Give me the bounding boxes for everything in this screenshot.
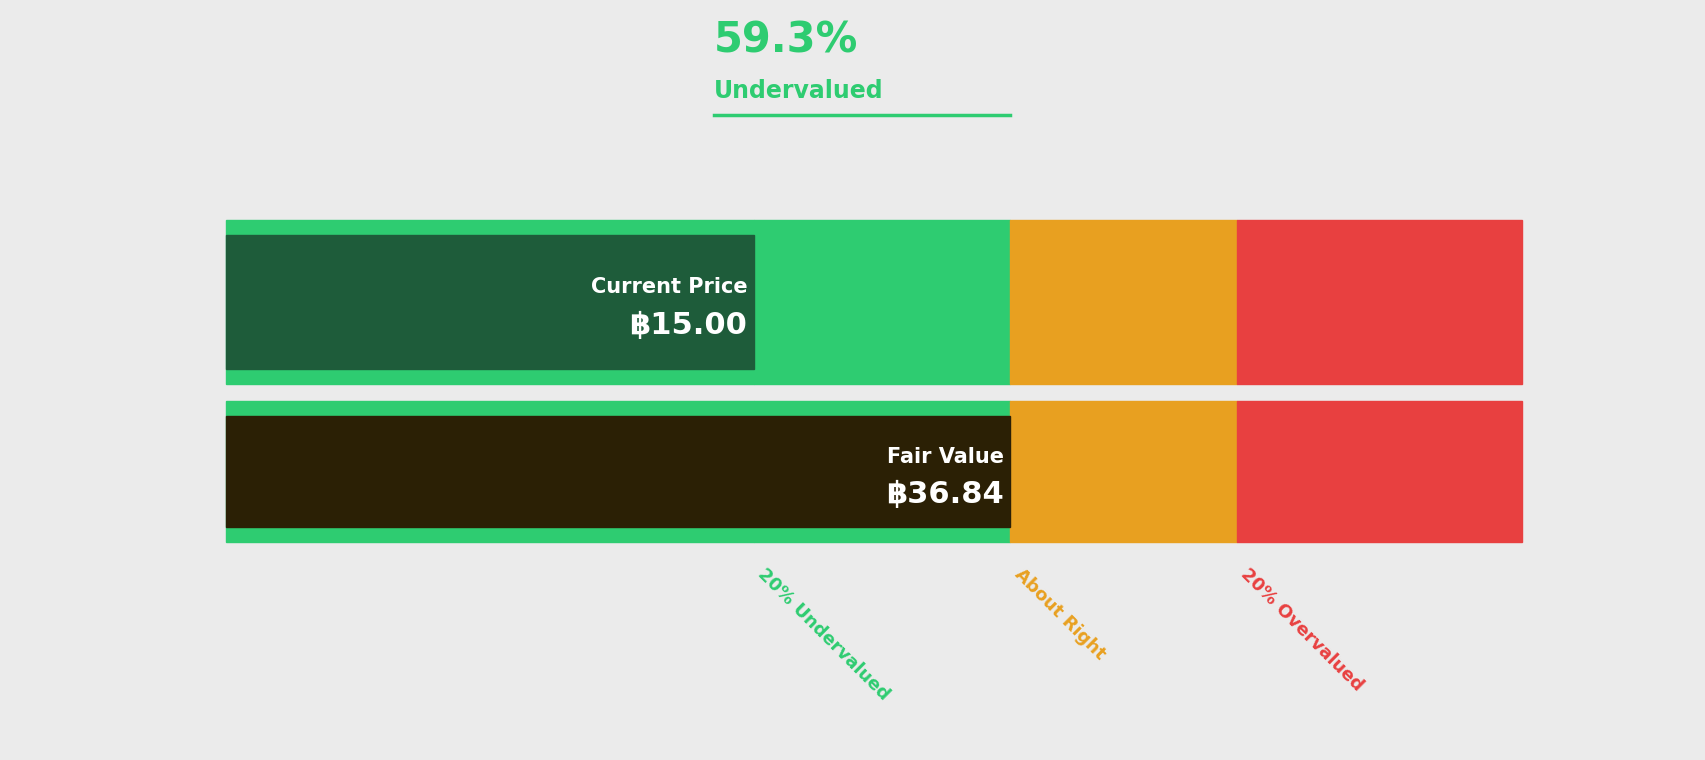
Bar (227, 235, 754, 369)
Bar (754, 220, 1009, 384)
Text: About Right: About Right (1011, 565, 1108, 663)
Bar (1236, 220, 1521, 384)
Bar (227, 416, 1009, 527)
Text: Current Price: Current Price (590, 277, 747, 297)
Text: Undervalued: Undervalued (714, 79, 883, 103)
Bar (227, 401, 754, 542)
Bar (227, 220, 754, 384)
Text: 20% Overvalued: 20% Overvalued (1236, 565, 1366, 695)
Text: 59.3%: 59.3% (714, 20, 858, 62)
Bar (1236, 401, 1521, 542)
Bar (754, 401, 1009, 542)
Text: Fair Value: Fair Value (887, 447, 1003, 467)
Text: ฿15.00: ฿15.00 (629, 311, 747, 340)
Text: 20% Undervalued: 20% Undervalued (754, 565, 892, 704)
Bar (1009, 220, 1236, 384)
Text: ฿36.84: ฿36.84 (885, 480, 1003, 509)
Bar (1009, 401, 1236, 542)
